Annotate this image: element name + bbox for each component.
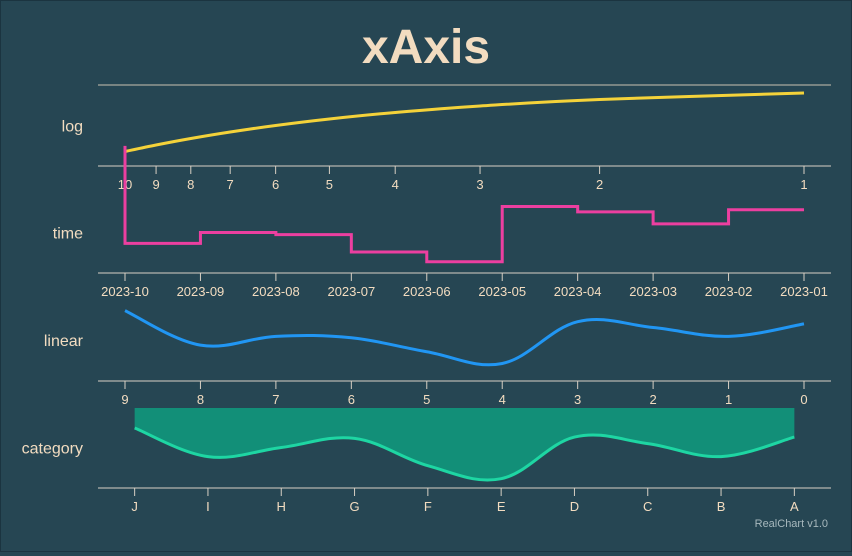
x-tick-label-time: 2023-05 [478, 284, 526, 299]
x-tick-label-category: F [424, 499, 432, 514]
credits-label[interactable]: RealChart v1.0 [755, 518, 828, 530]
x-tick-label-time: 2023-01 [780, 284, 828, 299]
x-tick-label-linear: 6 [348, 392, 355, 407]
series-area-category[interactable] [134, 408, 795, 481]
axis-title-time: time [53, 226, 83, 243]
x-tick-label-linear: 2 [649, 392, 656, 407]
x-tick-label-time: 2023-10 [101, 284, 149, 299]
x-tick-label-time: 2023-07 [327, 284, 375, 299]
series-line-category[interactable] [134, 426, 795, 482]
series-line-log[interactable] [124, 91, 805, 153]
x-tick-label-category: J [131, 499, 138, 514]
x-tick-label-log: 2 [596, 177, 603, 192]
chart-title: xAxis [362, 21, 490, 74]
x-tick-label-log: 3 [476, 177, 483, 192]
series-line-linear[interactable] [124, 309, 805, 367]
x-tick-label-category: B [717, 499, 726, 514]
x-tick-label-linear: 5 [423, 392, 430, 407]
x-tick-label-linear: 0 [800, 392, 807, 407]
x-tick-label-category: C [643, 499, 652, 514]
x-tick-label-linear: 7 [272, 392, 279, 407]
x-tick-label-category: H [277, 499, 286, 514]
x-tick-label-log: 4 [392, 177, 399, 192]
x-tick-label-linear: 9 [121, 392, 128, 407]
axis-title-log: log [62, 119, 83, 136]
x-tick-label-log: 9 [152, 177, 159, 192]
x-tick-label-log: 8 [187, 177, 194, 192]
x-tick-label-log: 6 [272, 177, 279, 192]
x-tick-label-linear: 3 [574, 392, 581, 407]
x-tick-label-category: I [206, 499, 210, 514]
x-tick-label-category: D [570, 499, 579, 514]
x-tick-label-time: 2023-06 [403, 284, 451, 299]
x-tick-label-time: 2023-02 [705, 284, 753, 299]
x-tick-label-linear: 4 [499, 392, 506, 407]
x-tick-label-log: 5 [326, 177, 333, 192]
x-tick-label-log: 7 [227, 177, 234, 192]
axis-title-category: category [22, 441, 83, 458]
series-line-time[interactable] [123, 145, 804, 264]
x-tick-label-time: 2023-08 [252, 284, 300, 299]
x-tick-label-time: 2023-03 [629, 284, 677, 299]
x-tick-label-linear: 1 [725, 392, 732, 407]
x-tick-label-category: G [349, 499, 359, 514]
axis-title-linear: linear [44, 333, 84, 350]
x-tick-label-category: E [497, 499, 506, 514]
x-tick-label-linear: 8 [197, 392, 204, 407]
x-tick-label-category: A [790, 499, 799, 514]
x-tick-label-log: 1 [800, 177, 807, 192]
x-tick-label-time: 2023-09 [177, 284, 225, 299]
x-tick-label-time: 2023-04 [554, 284, 602, 299]
